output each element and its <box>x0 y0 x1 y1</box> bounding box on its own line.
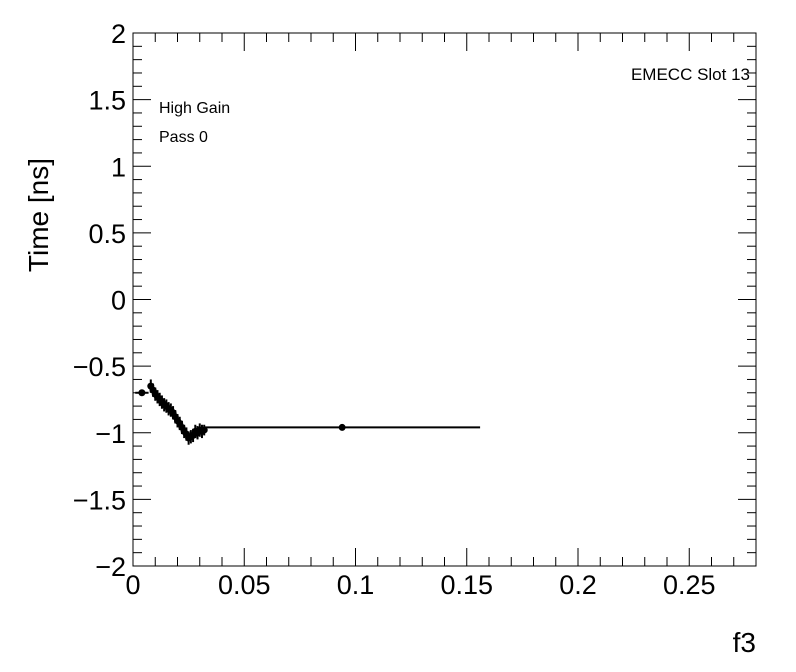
y-tick-label: −1.5 <box>73 485 126 515</box>
x-tick-label: 0.1 <box>337 570 375 600</box>
y-tick-label: 0 <box>111 286 126 316</box>
data-series <box>135 379 481 445</box>
y-tick-label: −0.5 <box>73 352 126 382</box>
y-tick-label: 2 <box>111 19 126 49</box>
x-tick-label: 0.15 <box>440 570 493 600</box>
slot-label: EMECC Slot 13 <box>631 65 750 84</box>
axis-ticks <box>132 32 757 567</box>
y-tick-label: −2 <box>95 552 126 582</box>
x-tick-label: 0.2 <box>559 570 597 600</box>
gain-label: High Gain <box>159 100 230 117</box>
data-point <box>135 389 149 397</box>
x-tick-label: 0 <box>125 570 140 600</box>
y-axis-tick-labels: −2 −1.5 −1 −0.5 0 0.5 1 1.5 2 <box>73 19 126 582</box>
x-tick-label: 0.25 <box>663 570 716 600</box>
point-marker <box>138 389 146 397</box>
y-tick-label: −1 <box>95 419 126 449</box>
x-axis-title: f3 <box>733 627 756 658</box>
y-axis-title: Time [ns] <box>23 158 54 272</box>
y-tick-label: 1.5 <box>88 86 126 116</box>
data-point <box>204 423 481 431</box>
x-tick-label: 0.05 <box>218 570 271 600</box>
x-axis-tick-labels: 0 0.05 0.1 0.15 0.2 0.25 <box>125 570 715 600</box>
y-tick-label: 0.5 <box>88 219 126 249</box>
point-marker <box>338 423 346 431</box>
pass-label: Pass 0 <box>159 129 208 146</box>
y-tick-label: 1 <box>111 152 126 182</box>
